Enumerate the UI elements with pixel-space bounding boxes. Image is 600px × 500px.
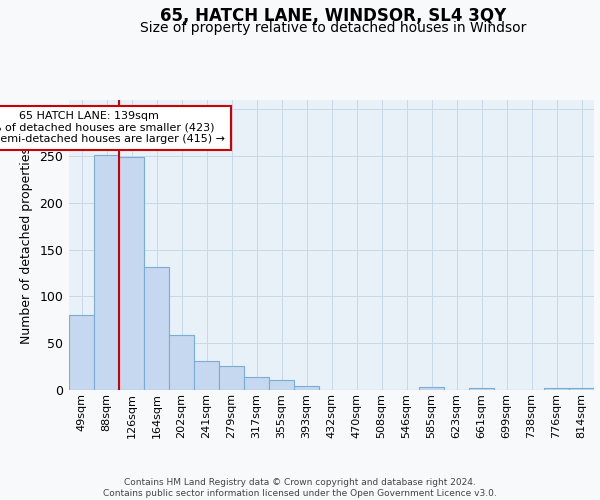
- Bar: [244, 377, 269, 390]
- Bar: [294, 386, 319, 390]
- Bar: [219, 366, 244, 390]
- Bar: [144, 266, 169, 390]
- Text: 65, HATCH LANE, WINDSOR, SL4 3QY: 65, HATCH LANE, WINDSOR, SL4 3QY: [160, 8, 506, 26]
- Bar: [269, 380, 294, 390]
- Bar: [169, 335, 194, 390]
- Text: 65 HATCH LANE: 139sqm
← 50% of detached houses are smaller (423)
49% of semi-det: 65 HATCH LANE: 139sqm ← 50% of detached …: [0, 111, 226, 144]
- Text: Size of property relative to detached houses in Windsor: Size of property relative to detached ho…: [140, 21, 526, 35]
- Bar: [194, 361, 219, 390]
- Text: Contains HM Land Registry data © Crown copyright and database right 2024.
Contai: Contains HM Land Registry data © Crown c…: [103, 478, 497, 498]
- Y-axis label: Number of detached properties: Number of detached properties: [20, 146, 32, 344]
- Bar: [569, 388, 594, 390]
- Bar: [469, 388, 494, 390]
- Bar: [94, 155, 119, 390]
- Bar: [544, 388, 569, 390]
- Bar: [69, 315, 94, 390]
- Bar: [419, 387, 444, 390]
- Bar: [119, 157, 144, 390]
